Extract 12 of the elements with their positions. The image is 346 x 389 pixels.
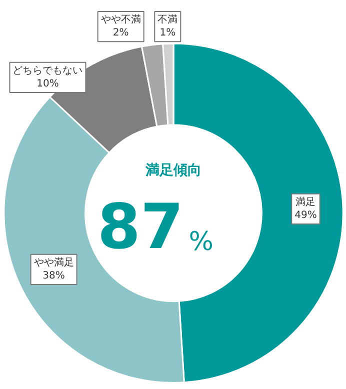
slice-label: 満足 bbox=[296, 196, 316, 208]
slice-label: やや不満 bbox=[100, 13, 141, 26]
data-label: 49% bbox=[294, 210, 317, 222]
slice-label: やや満足 bbox=[34, 256, 74, 268]
data-label: 2% bbox=[112, 28, 129, 39]
slice-label: どちらでもない bbox=[12, 65, 83, 76]
data-label: 38% bbox=[42, 270, 65, 282]
text: 87% bbox=[97, 190, 214, 263]
data-label: 1% bbox=[160, 28, 176, 39]
text: 満足傾向 bbox=[144, 162, 202, 179]
slice-label: 不満 bbox=[158, 13, 178, 26]
data-label: 10% bbox=[36, 78, 59, 90]
